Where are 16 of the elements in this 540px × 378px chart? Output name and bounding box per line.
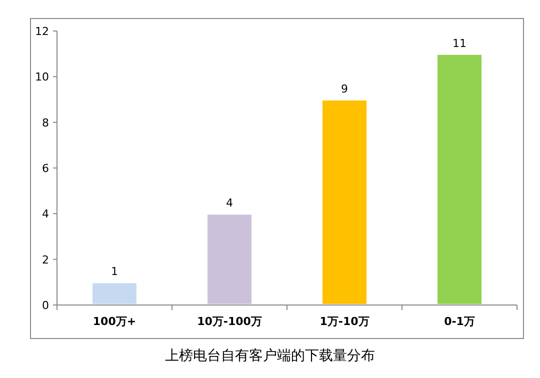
ytick: 6: [42, 162, 49, 175]
data-label: 1: [111, 265, 118, 278]
xtick: 100万+: [92, 315, 136, 328]
data-label: 4: [226, 196, 233, 210]
ytick: 4: [42, 208, 49, 221]
ytick: 2: [42, 253, 49, 266]
title: 上榜电台自有客户端的下载量分布: [165, 348, 375, 364]
data-label: 11: [452, 36, 466, 50]
xtick: 10万-100万: [197, 315, 262, 328]
xtick: 0-1万: [444, 315, 475, 328]
ytick: 0: [42, 299, 49, 312]
ytick: 8: [42, 116, 49, 130]
ytick: 10: [35, 70, 49, 84]
xtick: 1万-10万: [320, 315, 370, 328]
ytick: 12: [35, 25, 49, 38]
data-label: 9: [341, 82, 348, 96]
